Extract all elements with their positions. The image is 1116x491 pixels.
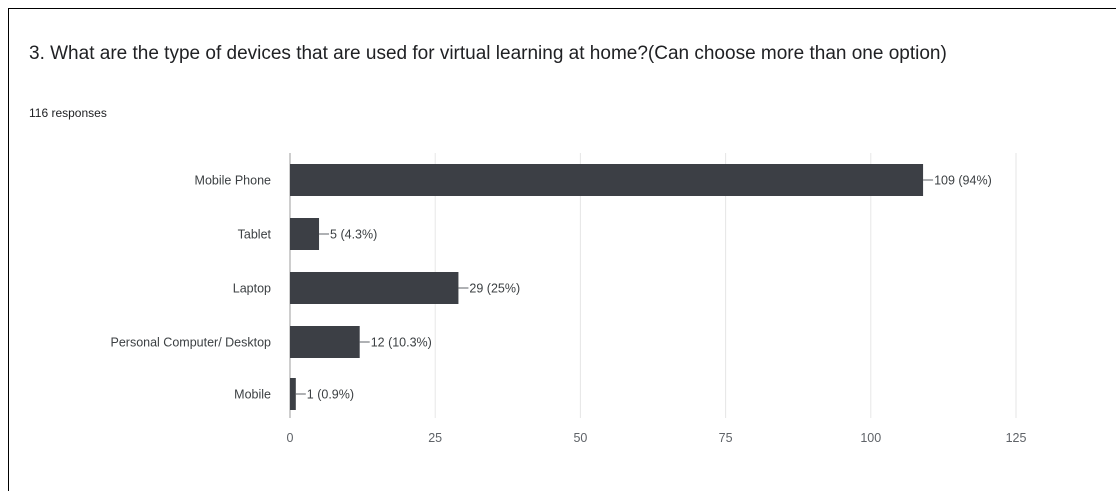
- x-tick-label: 25: [428, 431, 442, 445]
- category-label: Tablet: [238, 228, 272, 242]
- x-tick-label: 0: [287, 431, 294, 445]
- category-label: Personal Computer/ Desktop: [111, 336, 272, 350]
- data-label: 12 (10.3%): [371, 336, 432, 350]
- data-label: 109 (94%): [934, 174, 992, 188]
- question-title: 3. What are the type of devices that are…: [29, 43, 947, 64]
- bar: [290, 164, 924, 196]
- response-count: 116 responses: [29, 106, 107, 120]
- x-tick-label: 125: [1006, 431, 1027, 445]
- x-tick-label: 50: [573, 431, 587, 445]
- data-label: 29 (25%): [469, 282, 520, 296]
- question-card: [8, 8, 1116, 491]
- category-label: Mobile: [234, 388, 271, 402]
- chart-bars: [290, 164, 924, 410]
- x-tick-label: 75: [719, 431, 733, 445]
- data-label: 5 (4.3%): [330, 228, 377, 242]
- x-tick-label: 100: [860, 431, 881, 445]
- category-label: Mobile Phone: [195, 174, 271, 188]
- bar: [290, 218, 320, 250]
- bar: [290, 326, 360, 358]
- category-label: Laptop: [233, 282, 271, 296]
- data-label: 1 (0.9%): [307, 388, 354, 402]
- bar: [290, 272, 459, 304]
- bar: [290, 378, 296, 410]
- chart-labels: 0 25 50 75 100 125 Mobile Phone 109 (94%) Tablet…: [111, 174, 1027, 446]
- chart-gridlines: [434, 153, 1017, 418]
